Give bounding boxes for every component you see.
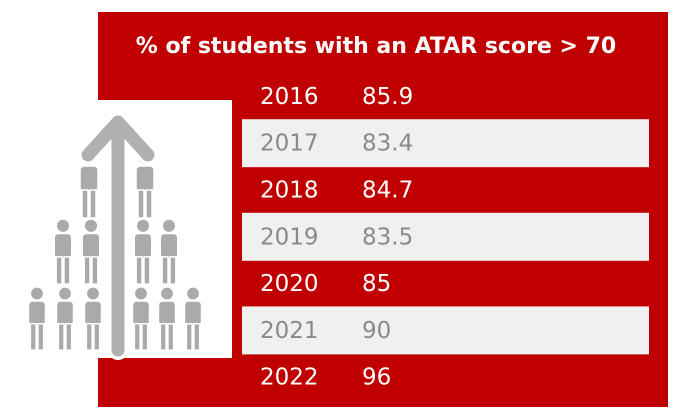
value-cell: 96 xyxy=(362,365,391,391)
value-cell: 90 xyxy=(362,318,391,344)
year-cell: 2016 xyxy=(260,84,319,110)
year-cell: 2022 xyxy=(260,365,319,391)
table: 2016 85.9 2017 83.4 2018 84.7 2019 83.5 2020 85 20… xyxy=(242,84,649,391)
year-cell: 2021 xyxy=(260,318,319,344)
year-cell: 2017 xyxy=(260,131,319,157)
year-cell: 2019 xyxy=(260,224,319,250)
value-cell: 83.4 xyxy=(362,131,413,157)
value-cell: 84.7 xyxy=(362,178,413,204)
year-cell: 2020 xyxy=(260,271,319,297)
value-cell: 85.9 xyxy=(362,84,413,110)
infographic: % of students with an ATAR score > 70 20… xyxy=(0,0,694,409)
canvas: % of students with an ATAR score > 70 20… xyxy=(0,0,694,409)
value-cell: 83.5 xyxy=(362,224,413,250)
people-icon xyxy=(12,100,232,358)
value-cell: 85 xyxy=(362,271,391,297)
title: % of students with an ATAR score > 70 xyxy=(136,34,616,59)
year-cell: 2018 xyxy=(260,178,319,204)
